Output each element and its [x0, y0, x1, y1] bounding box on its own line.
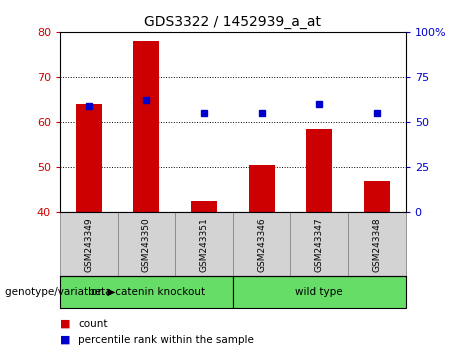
Title: GDS3322 / 1452939_a_at: GDS3322 / 1452939_a_at: [144, 16, 321, 29]
Text: GSM243346: GSM243346: [257, 217, 266, 272]
Bar: [248, 165, 275, 212]
Bar: [133, 41, 160, 212]
Text: GSM243348: GSM243348: [372, 217, 381, 272]
Text: GSM243347: GSM243347: [315, 217, 324, 272]
Bar: [306, 129, 332, 212]
Text: GSM243350: GSM243350: [142, 217, 151, 272]
Text: ■: ■: [60, 319, 71, 329]
Bar: [191, 201, 217, 212]
Text: GSM243349: GSM243349: [84, 217, 93, 272]
Text: percentile rank within the sample: percentile rank within the sample: [78, 335, 254, 345]
Text: GSM243351: GSM243351: [200, 217, 208, 272]
Bar: [364, 181, 390, 212]
Text: wild type: wild type: [296, 287, 343, 297]
Text: ■: ■: [60, 335, 71, 345]
Text: count: count: [78, 319, 108, 329]
Text: genotype/variation ▶: genotype/variation ▶: [5, 287, 115, 297]
Bar: [76, 104, 102, 212]
Text: beta-catenin knockout: beta-catenin knockout: [88, 287, 205, 297]
